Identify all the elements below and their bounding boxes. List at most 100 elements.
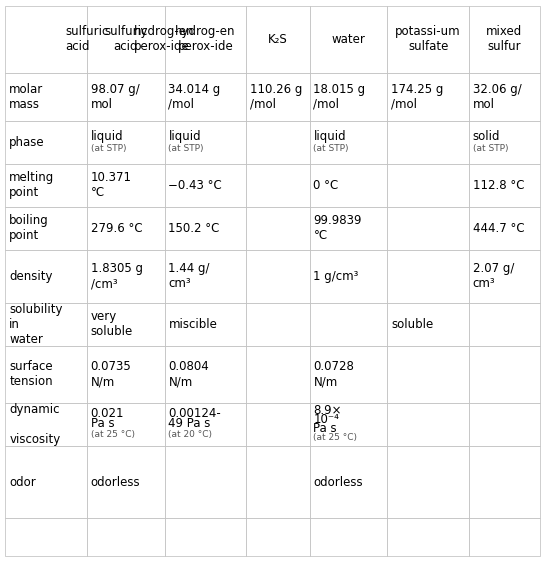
Text: melting
point: melting point [9, 171, 54, 199]
Bar [87, 121, 165, 164]
Bar [387, 403, 469, 446]
Bar [310, 6, 387, 72]
Bar [165, 207, 246, 250]
Text: Pa s: Pa s [313, 422, 337, 434]
Text: Pa s: Pa s [90, 418, 114, 430]
Text: soluble: soluble [391, 318, 433, 330]
Text: −0.43 °C: −0.43 °C [168, 179, 222, 192]
Text: 2.07 g/
cm³: 2.07 g/ cm³ [473, 262, 514, 290]
Bar [469, 121, 540, 164]
Text: (at STP): (at STP) [90, 144, 126, 153]
Bar [310, 72, 387, 121]
Bar [246, 346, 310, 403]
Text: 444.7 °C: 444.7 °C [473, 222, 524, 235]
Bar [87, 403, 165, 446]
Bar [246, 518, 310, 556]
Bar [246, 164, 310, 207]
Text: 110.26 g
/mol: 110.26 g /mol [250, 83, 302, 111]
Bar [87, 207, 165, 250]
Bar [310, 518, 387, 556]
Bar [387, 250, 469, 302]
Bar [5, 250, 87, 302]
Text: solid: solid [473, 130, 500, 143]
Bar [387, 164, 469, 207]
Bar [5, 518, 87, 556]
Bar [469, 446, 540, 518]
Text: 0.00124­: 0.00124­ [168, 407, 221, 420]
Bar [310, 302, 387, 346]
Bar [165, 302, 246, 346]
Bar [246, 6, 310, 72]
Text: (at STP): (at STP) [313, 144, 349, 153]
Text: mixed
sulfur: mixed sulfur [486, 25, 522, 53]
Text: 34.014 g
/mol: 34.014 g /mol [168, 83, 221, 111]
Bar [5, 164, 87, 207]
Text: 279.6 °C: 279.6 °C [90, 222, 142, 235]
Text: (at STP): (at STP) [473, 144, 508, 153]
Text: 1 g/cm³: 1 g/cm³ [313, 270, 359, 283]
Bar [387, 6, 469, 72]
Text: 10.371
°C: 10.371 °C [90, 171, 132, 199]
Text: (at 20 °C): (at 20 °C) [168, 430, 213, 439]
Text: miscible: miscible [168, 318, 217, 330]
Bar [5, 121, 87, 164]
Bar [246, 403, 310, 446]
Bar [469, 250, 540, 302]
Text: K₂S: K₂S [268, 33, 288, 46]
Text: 0.0804
N/m: 0.0804 N/m [168, 360, 209, 388]
Text: 150.2 °C: 150.2 °C [168, 222, 220, 235]
Bar [387, 302, 469, 346]
Text: (at 25 °C): (at 25 °C) [90, 430, 135, 439]
Bar [165, 72, 246, 121]
Bar [87, 302, 165, 346]
Bar [246, 302, 310, 346]
Bar [87, 346, 165, 403]
Bar [469, 403, 540, 446]
Bar [387, 121, 469, 164]
Bar [165, 346, 246, 403]
Text: 32.06 g/
mol: 32.06 g/ mol [473, 83, 522, 111]
Text: sulfuric
acid: sulfuric acid [65, 25, 108, 53]
Bar [310, 250, 387, 302]
Text: 49 Pa s: 49 Pa s [168, 418, 211, 430]
Text: phase: phase [9, 135, 45, 148]
Bar [246, 207, 310, 250]
Bar [310, 446, 387, 518]
Bar [87, 446, 165, 518]
Bar [310, 207, 387, 250]
Bar [469, 302, 540, 346]
Text: 10⁻⁴: 10⁻⁴ [313, 413, 340, 426]
Text: 174.25 g
/mol: 174.25 g /mol [391, 83, 444, 111]
Bar [87, 250, 165, 302]
Text: 98.07 g/
mol: 98.07 g/ mol [90, 83, 140, 111]
Bar [5, 403, 87, 446]
Text: 0.0728
N/m: 0.0728 N/m [313, 360, 354, 388]
Bar [387, 346, 469, 403]
Bar [246, 72, 310, 121]
Bar [5, 302, 87, 346]
Bar [165, 164, 246, 207]
Bar [5, 346, 87, 403]
Bar [165, 121, 246, 164]
Bar [5, 6, 87, 72]
Bar [165, 403, 246, 446]
Text: hydrog­en
perox­ide: hydrog­en perox­ide [135, 25, 195, 53]
Bar [246, 446, 310, 518]
Text: odorless: odorless [313, 475, 363, 488]
Text: molar
mass: molar mass [9, 83, 44, 111]
Text: odor: odor [9, 475, 36, 488]
Bar [87, 518, 165, 556]
Bar [387, 518, 469, 556]
Bar [469, 346, 540, 403]
Text: 1.8305 g
/cm³: 1.8305 g /cm³ [90, 262, 143, 290]
Bar [310, 346, 387, 403]
Bar [5, 72, 87, 121]
Text: sulfuric
acid: sulfuric acid [104, 25, 147, 53]
Bar [310, 164, 387, 207]
Text: 1.44 g/
cm³: 1.44 g/ cm³ [168, 262, 210, 290]
Text: 0.0735
N/m: 0.0735 N/m [90, 360, 131, 388]
Bar [387, 72, 469, 121]
Bar [310, 121, 387, 164]
Text: odorless: odorless [90, 475, 140, 488]
Text: 99.9839
°C: 99.9839 °C [313, 214, 362, 242]
